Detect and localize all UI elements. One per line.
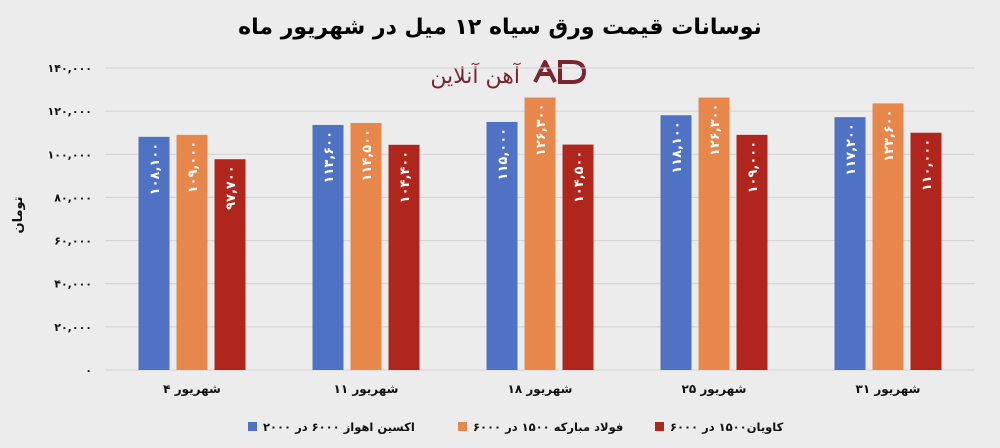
y-tick-label: ۴۰,۰۰۰ [54,278,92,291]
data-label: ۹۷,۷۰۰ [224,165,239,210]
bar [872,103,904,371]
y-tick-label: ۶۰,۰۰۰ [54,235,92,248]
data-label: ۱۰۹,۰۰۰ [186,141,201,194]
legend-swatch [458,422,467,431]
bar [350,123,382,370]
data-label: ۱۱۵,۰۰۰ [496,128,511,181]
x-tick-label: ۳۱ شهریور [856,382,921,397]
brand-logo: آهن آنلاین [430,60,587,89]
data-label: ۱۱۸,۱۰۰ [670,121,685,174]
logo-text: آهن آنلاین [430,62,521,89]
bar [562,144,594,370]
x-axis-ticks: ۴ شهریور ۱۱ شهریور شهریور ۱۸ ۲۵ شهریور ۳۱ شه… [163,382,920,397]
x-tick-label: ۱۱ شهریور [334,382,399,397]
y-tick-label: ۲۰,۰۰۰ [54,321,92,334]
data-label: ۱۱۳,۶۰۰ [322,131,337,184]
bar [698,97,730,370]
data-label: ۱۰۹,۰۰۰ [746,141,761,194]
bar [834,117,866,370]
legend: اکسین اهواز ۶۰۰۰ در ۲۰۰۰ فولاد مبارکه ۱۵۰… [248,420,784,435]
data-label: ۱۱۷,۲۰۰ [844,123,859,176]
x-tick-label: ۴ شهریور [163,382,221,397]
data-label: ۱۰۴,۴۰۰ [398,151,413,204]
y-tick-label: ۱۰۰,۰۰۰ [48,148,92,161]
bar [388,144,420,370]
y-axis-ticks: ۰ ۲۰,۰۰۰ ۴۰,۰۰۰ ۶۰,۰۰۰ ۸۰,۰۰۰ ۱۰۰,۰۰۰ ۱۲۰,۰۰۰ ۱… [48,62,92,377]
data-label: ۱۲۶,۳۰۰ [534,104,549,157]
data-label: ۱۱۴,۵۰۰ [360,129,375,182]
x-tick-label: شهریور ۱۸ [508,382,573,397]
bar [910,132,942,370]
data-label: ۱۰۸,۱۰۰ [148,143,163,196]
chart-title: نوسانات قیمت ورق سیاه ۱۲ میل در شهریور م… [238,15,762,40]
bar [176,134,208,370]
data-label: ۱۰۴,۵۰۰ [572,151,587,204]
y-tick-label: ۸۰,۰۰۰ [54,191,92,204]
data-label: ۱۱۰,۰۰۰ [920,139,935,192]
y-axis-label: تومان [11,196,26,233]
bar [138,136,170,370]
bar [660,115,692,371]
y-tick-label: ۱۴۰,۰۰۰ [48,62,92,75]
legend-swatch [655,422,664,431]
legend-label: فولاد مبارکه ۱۵۰۰ در ۶۰۰۰ [473,420,623,435]
bar [486,121,518,370]
data-label: ۱۲۶,۳۰۰ [708,104,723,157]
bar [736,134,768,370]
data-label: ۱۲۳,۶۰۰ [882,109,897,162]
legend-label: کاویان۱۵۰۰ در ۶۰۰۰ [670,420,784,435]
bar [214,159,246,370]
logo-mark-icon [533,60,587,84]
bar [524,97,556,370]
legend-swatch [248,422,257,431]
y-tick-label: ۰ [85,364,92,377]
bar [312,124,344,370]
legend-label: اکسین اهواز ۶۰۰۰ در ۲۰۰۰ [263,420,415,435]
x-tick-label: ۲۵ شهریور [682,382,747,397]
bars: ۱۰۸,۱۰۰ ۱۰۹,۰۰۰ ۹۷,۷۰۰ ۱۱۳,۶۰۰ ۱۱۴,۵۰۰ ۱۰۴,۴۰… [138,97,942,371]
y-tick-label: ۱۲۰,۰۰۰ [48,105,92,118]
